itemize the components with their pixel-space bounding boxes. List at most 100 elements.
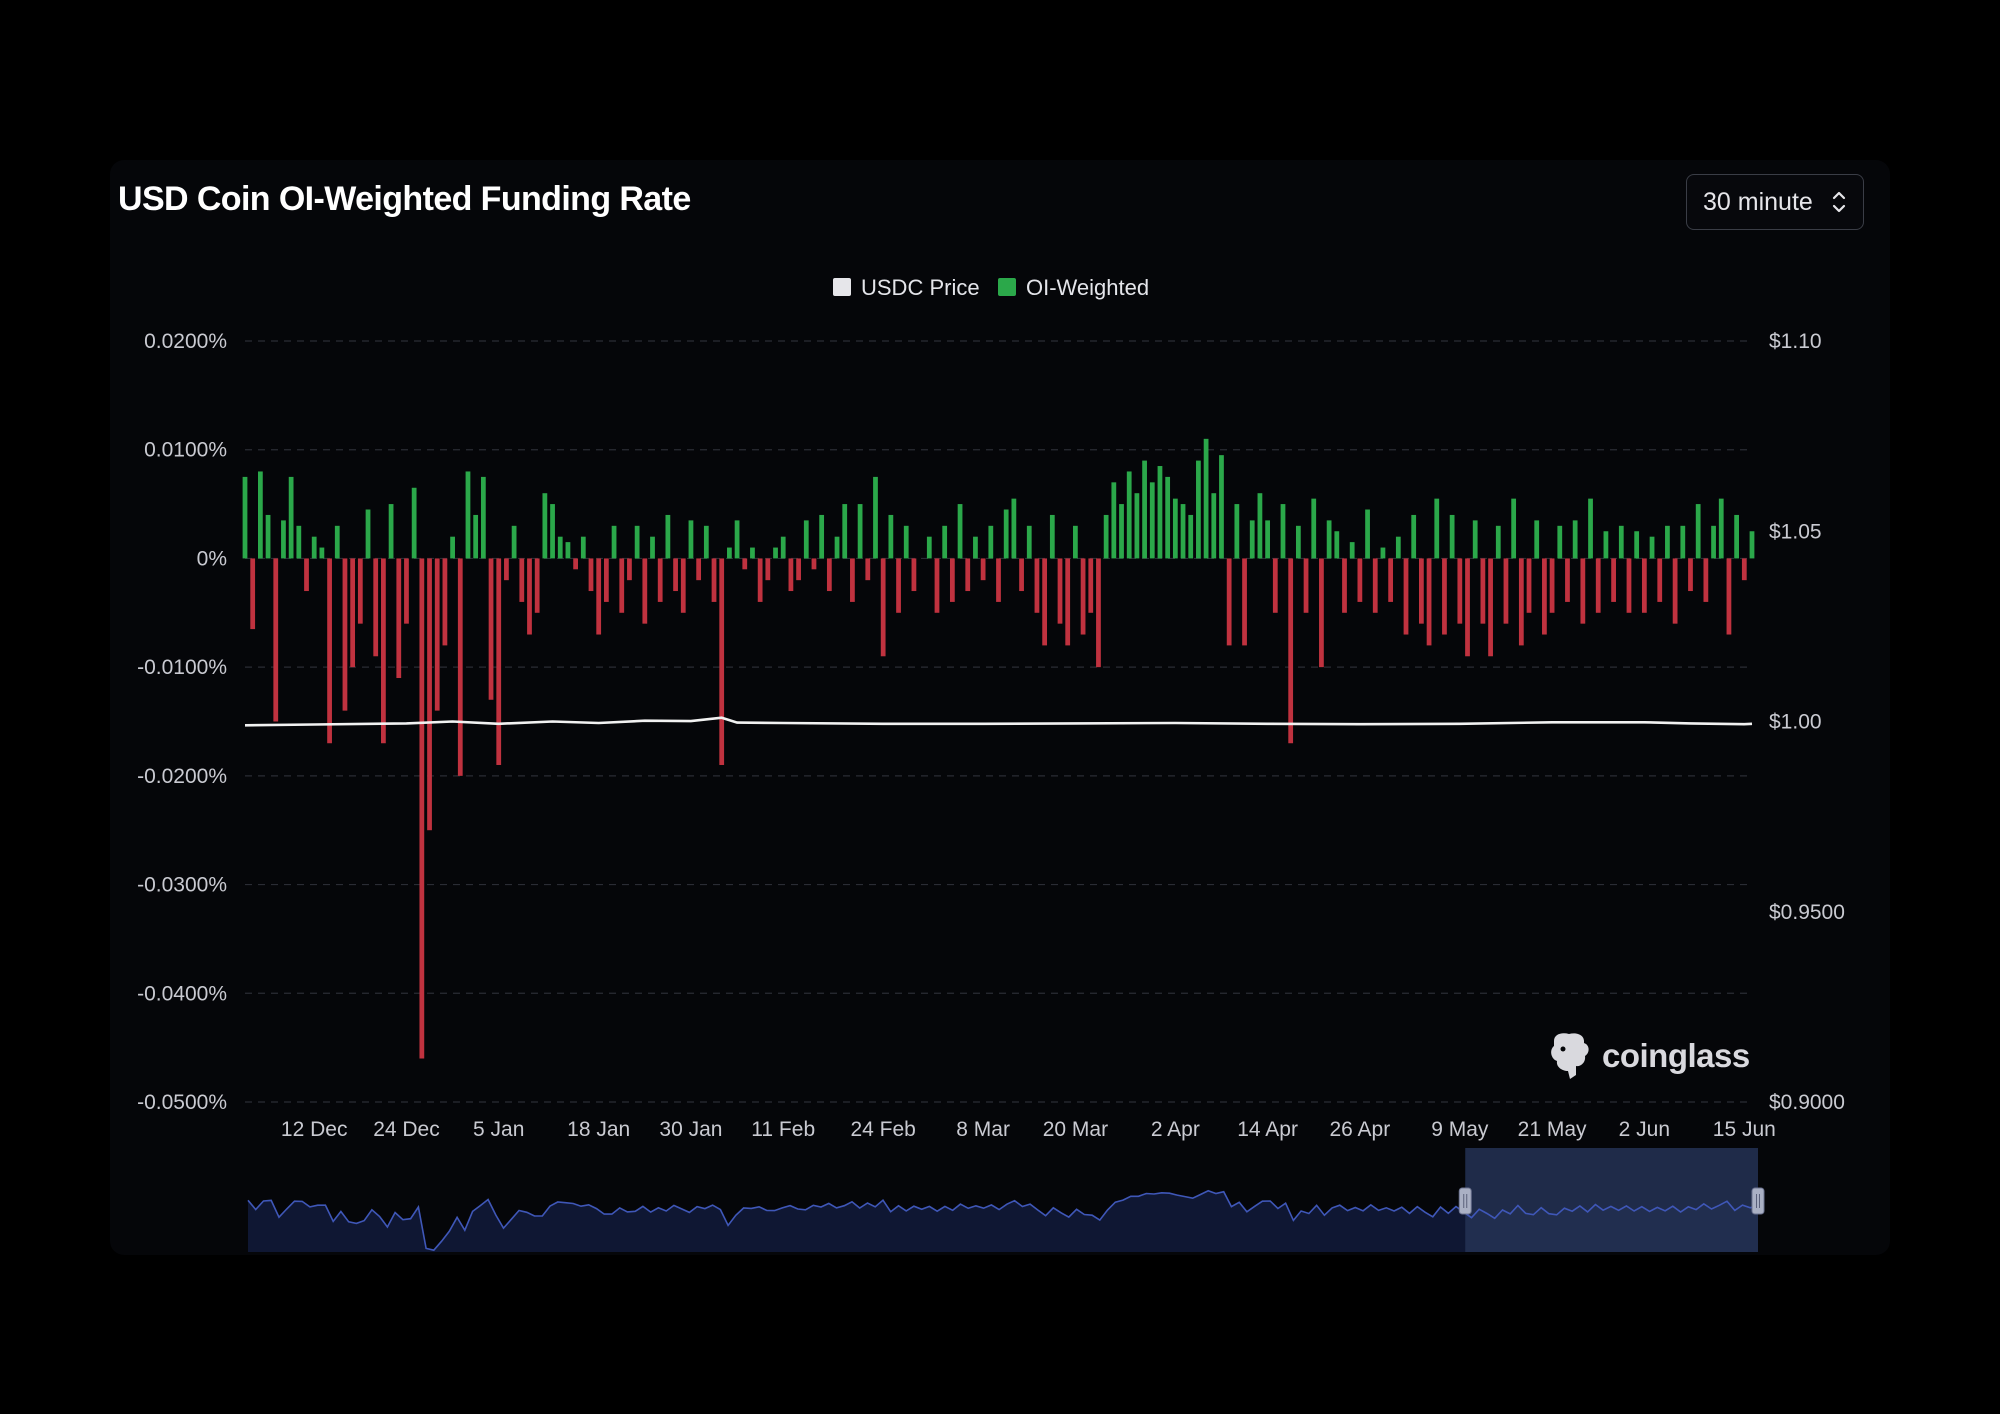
funding-bar-negative[interactable] xyxy=(1418,558,1424,624)
funding-bar-positive[interactable] xyxy=(873,476,878,559)
funding-bar-negative[interactable] xyxy=(534,558,540,613)
funding-bar-positive[interactable] xyxy=(565,542,571,559)
funding-bar-negative[interactable] xyxy=(680,558,686,613)
funding-bar-negative[interactable] xyxy=(573,558,579,570)
funding-bar-negative[interactable] xyxy=(1688,558,1693,592)
funding-bar-negative[interactable] xyxy=(596,558,602,635)
funding-bar-negative[interactable] xyxy=(427,558,432,831)
funding-bar-positive[interactable] xyxy=(1188,514,1194,559)
funding-bar-negative[interactable] xyxy=(642,558,648,624)
funding-bar-positive[interactable] xyxy=(1334,531,1340,559)
funding-bar-positive[interactable] xyxy=(926,536,932,559)
funding-bar-negative[interactable] xyxy=(327,558,332,744)
funding-bar-negative[interactable] xyxy=(880,558,886,657)
funding-bar-negative[interactable] xyxy=(519,558,525,602)
funding-bar-negative[interactable] xyxy=(1726,558,1732,635)
funding-bar-negative[interactable] xyxy=(603,558,609,602)
funding-bar-negative[interactable] xyxy=(719,558,725,765)
funding-bar-positive[interactable] xyxy=(1172,498,1178,559)
funding-bar-positive[interactable] xyxy=(1103,514,1109,559)
funding-bar-negative[interactable] xyxy=(342,558,348,711)
legend-item-usdc-price[interactable]: USDC Price xyxy=(833,275,980,300)
funding-bar-negative[interactable] xyxy=(1057,558,1063,624)
funding-bar-negative[interactable] xyxy=(1488,558,1493,657)
funding-bar-positive[interactable] xyxy=(1618,525,1624,559)
funding-bar-positive[interactable] xyxy=(1634,531,1640,559)
funding-bar-negative[interactable] xyxy=(1741,558,1747,581)
funding-bar-positive[interactable] xyxy=(650,536,655,559)
funding-bar-positive[interactable] xyxy=(542,493,548,559)
funding-bar-positive[interactable] xyxy=(1649,536,1655,559)
funding-bar-positive[interactable] xyxy=(257,471,263,559)
funding-bar-negative[interactable] xyxy=(357,558,363,624)
funding-bar-positive[interactable] xyxy=(1380,547,1386,559)
funding-bar-negative[interactable] xyxy=(1672,558,1678,624)
funding-bar-positive[interactable] xyxy=(450,536,455,559)
funding-bar-positive[interactable] xyxy=(411,487,417,559)
funding-bar-positive[interactable] xyxy=(611,525,617,559)
funding-bar-negative[interactable] xyxy=(765,558,771,581)
funding-bar-negative[interactable] xyxy=(757,558,763,602)
funding-bar-positive[interactable] xyxy=(242,476,248,559)
funding-bar-negative[interactable] xyxy=(965,558,971,592)
funding-bar-positive[interactable] xyxy=(1749,531,1755,559)
funding-bar-positive[interactable] xyxy=(1395,536,1401,559)
funding-bar-positive[interactable] xyxy=(780,536,786,559)
funding-bar-positive[interactable] xyxy=(1234,504,1240,559)
funding-bar-positive[interactable] xyxy=(1142,460,1147,559)
funding-bar-positive[interactable] xyxy=(973,536,978,559)
funding-bar-negative[interactable] xyxy=(1595,558,1601,613)
funding-bar-positive[interactable] xyxy=(1472,520,1478,559)
usdc-price-line-path[interactable] xyxy=(244,716,1753,727)
usdc-price-line[interactable] xyxy=(244,716,1753,727)
funding-bar-negative[interactable] xyxy=(1357,558,1363,602)
funding-bar-negative[interactable] xyxy=(657,558,663,602)
funding-bar-positive[interactable] xyxy=(1165,476,1171,559)
funding-bar-positive[interactable] xyxy=(903,525,909,559)
funding-bar-negative[interactable] xyxy=(1388,558,1394,602)
funding-bar-negative[interactable] xyxy=(711,558,717,602)
funding-bar-negative[interactable] xyxy=(250,558,256,630)
funding-bar-positive[interactable] xyxy=(703,525,709,559)
funding-bar-positive[interactable] xyxy=(665,514,671,559)
funding-bar-positive[interactable] xyxy=(1157,466,1163,559)
funding-bar-negative[interactable] xyxy=(627,558,632,581)
funding-bar-positive[interactable] xyxy=(311,536,317,559)
funding-bar-negative[interactable] xyxy=(1641,558,1647,613)
funding-bar-negative[interactable] xyxy=(1580,558,1586,624)
funding-bar-positive[interactable] xyxy=(1295,525,1301,559)
funding-bar-negative[interactable] xyxy=(1088,558,1094,613)
funding-bar-positive[interactable] xyxy=(580,536,586,559)
funding-bar-positive[interactable] xyxy=(365,509,371,559)
funding-bar-positive[interactable] xyxy=(803,520,809,559)
funding-bar-negative[interactable] xyxy=(381,558,386,744)
funding-bar-negative[interactable] xyxy=(1565,558,1570,602)
funding-bar-negative[interactable] xyxy=(504,558,509,581)
funding-bar-positive[interactable] xyxy=(888,514,894,559)
funding-bar-negative[interactable] xyxy=(1372,558,1378,613)
funding-bar-positive[interactable] xyxy=(819,514,825,559)
funding-bar-positive[interactable] xyxy=(1588,498,1593,559)
funding-bar-positive[interactable] xyxy=(557,536,563,559)
funding-bar-negative[interactable] xyxy=(419,558,425,1059)
funding-bar-negative[interactable] xyxy=(488,558,494,700)
funding-bar-negative[interactable] xyxy=(434,558,440,711)
funding-bar-negative[interactable] xyxy=(1303,558,1309,613)
funding-bar-negative[interactable] xyxy=(1703,558,1709,602)
funding-bar-negative[interactable] xyxy=(826,558,832,592)
funding-bar-positive[interactable] xyxy=(857,504,863,559)
funding-bar-negative[interactable] xyxy=(442,558,448,646)
funding-bar-positive[interactable] xyxy=(1603,531,1609,559)
funding-bar-negative[interactable] xyxy=(1319,558,1324,668)
funding-bar-negative[interactable] xyxy=(1526,558,1532,613)
navigator-handle-right[interactable] xyxy=(1751,1187,1765,1215)
funding-bar-positive[interactable] xyxy=(1119,504,1124,559)
funding-bar-negative[interactable] xyxy=(373,558,379,657)
funding-bar-positive[interactable] xyxy=(1265,520,1270,559)
funding-bar-positive[interactable] xyxy=(1203,438,1209,559)
funding-bar-positive[interactable] xyxy=(465,471,471,559)
funding-bar-negative[interactable] xyxy=(1542,558,1547,635)
funding-bar-positive[interactable] xyxy=(1126,471,1132,559)
funding-bar-positive[interactable] xyxy=(942,525,948,559)
funding-bar-positive[interactable] xyxy=(1196,460,1201,559)
